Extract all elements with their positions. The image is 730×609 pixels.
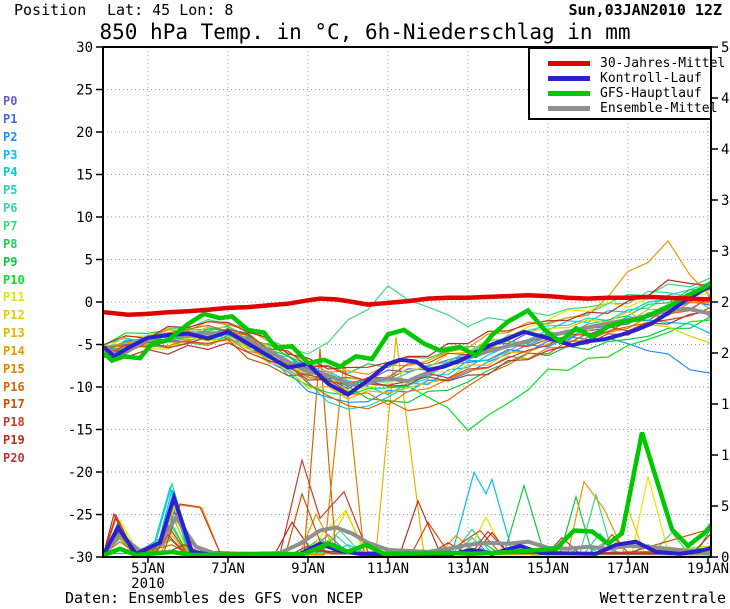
member-label-P4: P4 <box>3 165 18 180</box>
svg-text:5: 5 <box>721 499 729 515</box>
member-label-P7: P7 <box>3 218 18 233</box>
svg-text:10: 10 <box>721 448 730 464</box>
svg-text:30: 30 <box>76 40 93 56</box>
svg-text:-25: -25 <box>68 508 93 524</box>
svg-text:-5: -5 <box>76 338 93 354</box>
legend-item-label: 30-Jahres-Mittel <box>600 56 726 71</box>
svg-text:25: 25 <box>76 83 93 99</box>
svg-text:10: 10 <box>76 210 93 226</box>
member-label-P17: P17 <box>3 397 25 412</box>
svg-text:5: 5 <box>85 253 93 269</box>
member-label-P19: P19 <box>3 433 25 448</box>
svg-text:0: 0 <box>721 550 729 566</box>
svg-text:20: 20 <box>76 125 93 141</box>
footer-row: Daten: Ensembles des GFS von NCEP Wetter… <box>0 589 730 607</box>
svg-text:-30: -30 <box>68 550 93 566</box>
brand-label: Wetterzentrale <box>599 589 726 607</box>
legend-item: Kontroll-Lauf <box>530 71 710 86</box>
member-label-P18: P18 <box>3 415 25 430</box>
svg-text:35: 35 <box>721 193 730 209</box>
main-run-temp-line <box>103 280 711 370</box>
member-label-P16: P16 <box>3 379 25 394</box>
axis-tick-labels: 302520151050-5-10-15-20-25-3050454035302… <box>68 40 730 592</box>
svg-text:20: 20 <box>721 346 730 362</box>
svg-text:13JAN: 13JAN <box>447 561 489 577</box>
svg-text:25: 25 <box>721 295 730 311</box>
chart-title: 850 hPa Temp. in °C, 6h-Niederschlag in … <box>99 20 631 44</box>
legend-swatch-line <box>548 106 590 111</box>
legend-item: GFS-Hauptlauf <box>530 86 710 101</box>
legend-item-label: Ensemble-Mittel <box>600 101 718 116</box>
member-label-P2: P2 <box>3 129 18 144</box>
position-label: Position <box>14 1 87 19</box>
legend-item-label: GFS-Hauptlauf <box>600 86 702 101</box>
member-label-P6: P6 <box>3 201 18 216</box>
member-label-P1: P1 <box>3 111 18 126</box>
member-label-P0: P0 <box>3 94 18 108</box>
legend: 30-Jahres-Mittel Kontroll-Lauf GFS-Hauptla… <box>528 47 725 120</box>
member-label-P13: P13 <box>3 326 25 341</box>
legend-item: Ensemble-Mittel <box>530 101 717 116</box>
svg-text:17JAN: 17JAN <box>607 561 649 577</box>
svg-text:-10: -10 <box>68 380 93 396</box>
svg-text:45: 45 <box>721 91 730 107</box>
member-label-P14: P14 <box>3 343 25 358</box>
svg-text:7JAN: 7JAN <box>211 561 245 577</box>
svg-text:19JAN: 19JAN <box>687 561 729 577</box>
svg-text:30: 30 <box>721 244 730 260</box>
svg-text:15JAN: 15JAN <box>527 561 569 577</box>
main-run-precip-line <box>103 431 711 557</box>
svg-text:-15: -15 <box>68 423 93 439</box>
svg-text:5JAN: 5JAN <box>131 561 165 577</box>
control-run-temp-line <box>103 283 711 397</box>
axis-ticks <box>96 46 718 563</box>
member-label-P15: P15 <box>3 361 25 376</box>
svg-text:2010: 2010 <box>131 576 165 592</box>
data-source-label: Daten: Ensembles des GFS von NCEP <box>65 589 364 607</box>
member-label-P10: P10 <box>3 272 25 287</box>
svg-text:11JAN: 11JAN <box>367 561 409 577</box>
run-datetime-label: Sun,03JAN2010 12Z <box>568 1 722 19</box>
member-label-P3: P3 <box>3 147 18 162</box>
legend-item: 30-Jahres-Mittel <box>530 56 725 71</box>
member-label-P11: P11 <box>3 290 25 305</box>
svg-text:-20: -20 <box>68 465 93 481</box>
member-label-P9: P9 <box>3 254 18 269</box>
svg-text:40: 40 <box>721 142 730 158</box>
svg-text:50: 50 <box>721 40 730 56</box>
legend-swatch-line <box>548 61 590 66</box>
member-label-P8: P8 <box>3 236 18 251</box>
svg-text:15: 15 <box>721 397 730 413</box>
climate-mean-temp-line <box>103 292 711 318</box>
member-label-P5: P5 <box>3 183 18 198</box>
svg-text:9JAN: 9JAN <box>291 561 325 577</box>
member-label-P20: P20 <box>3 451 25 465</box>
member-label-P12: P12 <box>3 308 25 323</box>
svg-text:15: 15 <box>76 168 93 184</box>
legend-swatch-line <box>548 91 590 96</box>
coordinates-label: Lat: 45 Lon: 8 <box>107 1 234 19</box>
header-row: Position Lat: 45 Lon: 8 Sun,03JAN2010 12… <box>0 1 730 20</box>
legend-swatch-line <box>548 76 590 81</box>
legend-item-label: Kontroll-Lauf <box>600 71 702 86</box>
svg-text:0: 0 <box>85 295 93 311</box>
